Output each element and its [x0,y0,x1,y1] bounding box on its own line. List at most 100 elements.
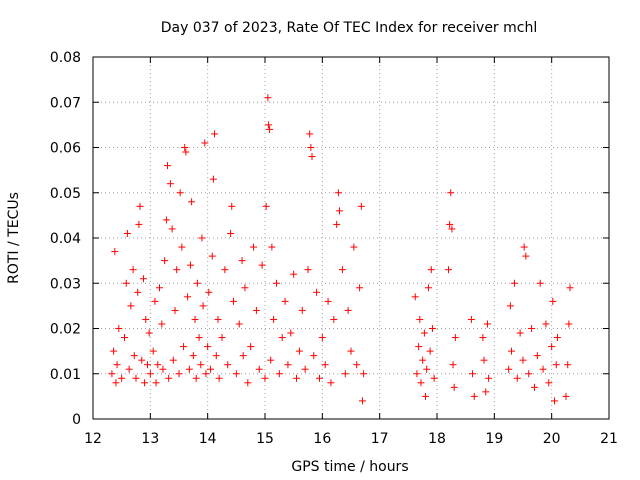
data-point [295,347,303,355]
data-point [548,343,556,351]
data-point [270,315,278,323]
data-point [549,297,557,305]
data-point [145,329,153,337]
x-tick-label: 21 [600,431,618,447]
data-point [417,379,425,387]
data-point [447,189,455,197]
data-point [347,347,355,355]
data-point [110,347,118,355]
data-point [530,383,538,391]
x-axis-label: GPS time / hours [291,459,408,475]
data-point [545,379,553,387]
data-point [298,306,306,314]
data-point [198,234,206,242]
data-point [161,257,169,265]
data-point [482,388,490,396]
data-point [293,374,301,382]
data-point [154,361,162,369]
data-point [419,356,427,364]
data-point [138,356,146,364]
data-point [565,320,573,328]
data-point [344,306,352,314]
data-point [290,270,298,278]
data-point [255,365,263,373]
y-tick-label: 0.02 [50,322,81,338]
data-point [522,252,530,260]
data-point [533,352,541,360]
data-point [451,334,459,342]
data-point [485,374,493,382]
data-point [208,252,216,260]
data-point [330,315,338,323]
data-point [334,189,342,197]
x-tick-label: 18 [428,431,446,447]
data-point [193,279,201,287]
data-point [207,365,215,373]
y-axis-label: ROTI / TECUs [6,192,22,284]
data-point [427,266,435,274]
data-point [308,153,316,161]
data-point [175,370,183,378]
y-tick-label: 0.07 [50,95,81,111]
data-point [224,361,232,369]
data-point [321,361,329,369]
data-point [513,374,521,382]
x-tick-label: 12 [84,431,102,447]
data-point [358,397,366,405]
data-point [310,352,318,360]
data-point [318,334,326,342]
data-point [551,397,559,405]
chart-title: Day 037 of 2023, Rate Of TEC Index for r… [161,20,537,36]
data-point [134,288,142,296]
data-point [250,243,258,251]
data-point [238,257,246,265]
data-point [139,275,147,283]
data-point [142,315,150,323]
data-point [505,365,513,373]
data-point [539,365,547,373]
data-point [469,370,477,378]
data-point [267,356,275,364]
data-point [333,220,341,228]
data-point [336,207,344,215]
data-point [182,148,190,156]
data-point [156,284,164,292]
data-point [195,334,203,342]
data-point [241,284,249,292]
data-point [506,302,514,310]
data-point [221,266,229,274]
y-tick-label: 0.08 [50,50,81,66]
data-point [423,365,431,373]
data-point [261,374,269,382]
data-point [528,325,536,332]
data-point [189,352,197,360]
x-tick-label: 15 [256,431,274,447]
data-point [264,94,272,102]
data-point [424,284,432,292]
y-tick-label: 0.01 [50,367,81,383]
data-point [552,361,560,369]
data-point [143,361,151,369]
data-point [239,352,247,360]
data-point [181,144,189,151]
data-point [113,361,121,369]
data-point [211,130,219,138]
data-point [159,365,167,373]
data-point [173,266,181,274]
data-point [111,248,119,256]
data-point [357,202,365,210]
data-point [125,365,133,373]
data-point [520,243,528,251]
data-point [446,220,454,228]
data-point [338,266,346,274]
data-point [444,266,452,274]
data-point [411,293,419,301]
data-point [212,352,220,360]
data-point [542,320,550,328]
data-point [525,370,533,378]
data-point [176,189,184,197]
data-point [247,343,255,351]
y-tick-label: 0.04 [50,231,81,247]
data-point [108,370,116,378]
data-point [536,279,544,287]
